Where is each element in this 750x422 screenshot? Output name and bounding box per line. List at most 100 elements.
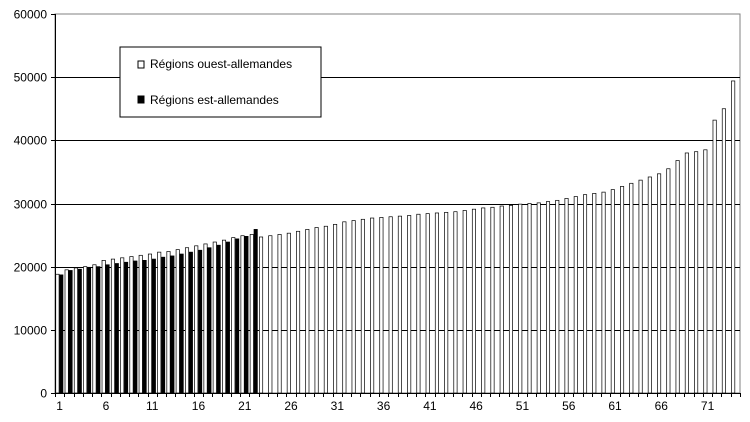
bar-west (638, 179, 643, 394)
y-tick-label: 20000 (14, 261, 48, 275)
bar-west (333, 223, 338, 394)
bar-east (244, 236, 249, 394)
bar-west (564, 198, 569, 394)
x-tick-label: 16 (192, 399, 206, 413)
bar-west (110, 258, 115, 394)
bar-west (286, 232, 291, 394)
bar-west (138, 254, 143, 394)
bar-west (157, 251, 162, 394)
bar-west (684, 152, 689, 394)
x-tick-label: 66 (655, 399, 669, 413)
bar-west (703, 149, 708, 394)
bar-east (188, 251, 193, 394)
bar-west (407, 215, 412, 394)
bar-east (124, 261, 129, 394)
bar-east (253, 229, 258, 394)
bar-east (142, 260, 147, 394)
bar-west (73, 267, 78, 394)
bar-east (77, 268, 82, 394)
bar-west (731, 80, 736, 394)
bar-west (129, 256, 134, 394)
legend-label-east: Régions est-allemandes (150, 93, 279, 107)
bar-east (235, 238, 240, 394)
bar-west (675, 160, 680, 394)
x-tick-label: 31 (331, 399, 345, 413)
bar-west (351, 220, 356, 394)
y-tick-label: 60000 (14, 8, 48, 22)
bar-east (151, 258, 156, 394)
bar-west (212, 241, 217, 394)
bar-west (434, 212, 439, 394)
bar-west (536, 202, 541, 394)
bar-east (170, 255, 175, 394)
bar-east (198, 249, 203, 394)
bar-west (527, 203, 532, 394)
bar-west (545, 201, 551, 394)
bar-west (360, 218, 365, 394)
legend: Régions ouest-allemandes Régions est-all… (119, 46, 322, 118)
bars (55, 80, 736, 394)
bar-west (379, 217, 384, 394)
bar-west (231, 237, 236, 394)
bar-west (175, 249, 180, 394)
bar-east (105, 264, 110, 394)
bar-west (583, 194, 588, 394)
x-tick-label: 6 (103, 399, 110, 413)
bar-east (96, 266, 101, 394)
bar-west (64, 269, 69, 394)
bar-west (694, 151, 699, 394)
bar-west (101, 260, 106, 394)
bar-west (92, 264, 97, 394)
y-tick-label: 40000 (14, 134, 48, 148)
bar-east (179, 253, 184, 394)
bar-east (161, 256, 166, 394)
bar-west (83, 266, 88, 394)
bar-east (68, 270, 73, 394)
x-tick-label: 51 (516, 399, 530, 413)
x-tick-label: 56 (562, 399, 576, 413)
bar-west (471, 208, 476, 394)
legend-label-west: Régions ouest-allemandes (150, 57, 292, 71)
y-tick-label: 0 (40, 387, 47, 401)
bar-west (657, 173, 662, 394)
bar-west (314, 227, 319, 394)
bar-west (490, 206, 495, 394)
bar-west (277, 234, 282, 394)
bar-west (647, 176, 652, 394)
bar-west (592, 193, 597, 394)
bar-west (240, 235, 245, 394)
x-tick-label: 41 (423, 399, 437, 413)
bar-west (249, 234, 254, 394)
bar-west (508, 205, 514, 394)
x-tick-label: 36 (377, 399, 391, 413)
bar-west (55, 273, 60, 394)
bar-west (166, 251, 171, 394)
bar-east (114, 263, 119, 394)
x-tick-label: 11 (146, 399, 159, 413)
bar-west (342, 221, 347, 394)
bar-west (518, 203, 523, 394)
y-tick-label: 50000 (14, 71, 48, 85)
y-axis: 0 10000 20000 30000 40000 50000 60000 (14, 8, 56, 401)
bar-west (573, 196, 578, 394)
bar-east (87, 266, 92, 394)
bar-west (184, 247, 190, 394)
bar-west (712, 119, 717, 394)
bar-west (194, 245, 199, 394)
bar-west (453, 211, 458, 394)
y-tick-label: 10000 (14, 324, 48, 338)
bar-west (721, 108, 726, 394)
bar-west (268, 235, 273, 394)
bar-west (620, 186, 625, 394)
bar-west (203, 243, 208, 394)
legend-swatch-west (137, 60, 145, 69)
bar-west (555, 199, 560, 394)
bar-west (666, 168, 671, 394)
x-axis: 1 6 11 16 21 26 31 36 41 46 51 56 61 66 71 (55, 393, 741, 413)
y-tick-label: 30000 (14, 198, 48, 212)
x-tick-label: 71 (701, 399, 715, 413)
bar-west (481, 207, 486, 394)
bar-east (133, 260, 138, 394)
x-tick-label: 61 (608, 399, 622, 413)
